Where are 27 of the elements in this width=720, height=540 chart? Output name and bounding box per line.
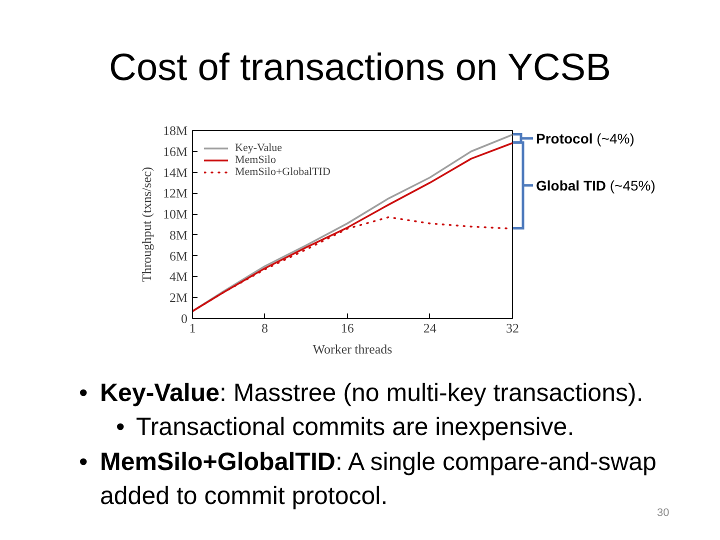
text: • Transactional commits are inexpensive. xyxy=(116,412,576,443)
y-tick-label: 2M xyxy=(169,290,188,306)
x-tick-label: 8 xyxy=(262,320,268,336)
text: Global TID (~45%) xyxy=(536,177,656,194)
y-tick-label: 8M xyxy=(169,227,188,242)
legend-label: MemSilo+GlobalTID xyxy=(235,166,330,178)
y-axis-title: Throughput (txns/sec) xyxy=(138,166,154,282)
text: • MemSilo+GlobalTID: A single compare-and-swap added to commit protocol. xyxy=(79,447,656,512)
y-tick-label: 16M xyxy=(162,144,188,159)
x-axis-title: Worker threads xyxy=(312,342,392,356)
y-tick-label: 6M xyxy=(169,248,188,264)
text: Protocol (~4%) xyxy=(536,130,634,146)
y-tick-label: 12M xyxy=(162,186,188,201)
legend-label: Key-Value xyxy=(235,142,282,154)
y-tick-label: 4M xyxy=(169,269,188,284)
y-tick-label: 0 xyxy=(181,311,188,326)
chart-title: Cost of transactions on YCSB xyxy=(108,46,612,91)
text: • Key-Value: Masstree (no multi-key transactions). xyxy=(79,378,644,409)
legend-label: MemSilo xyxy=(235,154,276,166)
text: 30 xyxy=(657,507,670,520)
x-tick-label: 32 xyxy=(506,320,519,336)
y-tick-label: 10M xyxy=(162,206,188,222)
x-tick-label: 24 xyxy=(423,320,437,336)
x-tick-label: 1 xyxy=(189,320,196,336)
y-tick-label: 14M xyxy=(162,164,188,180)
x-tick-label: 16 xyxy=(340,320,354,336)
y-tick-label: 18M xyxy=(162,123,188,138)
